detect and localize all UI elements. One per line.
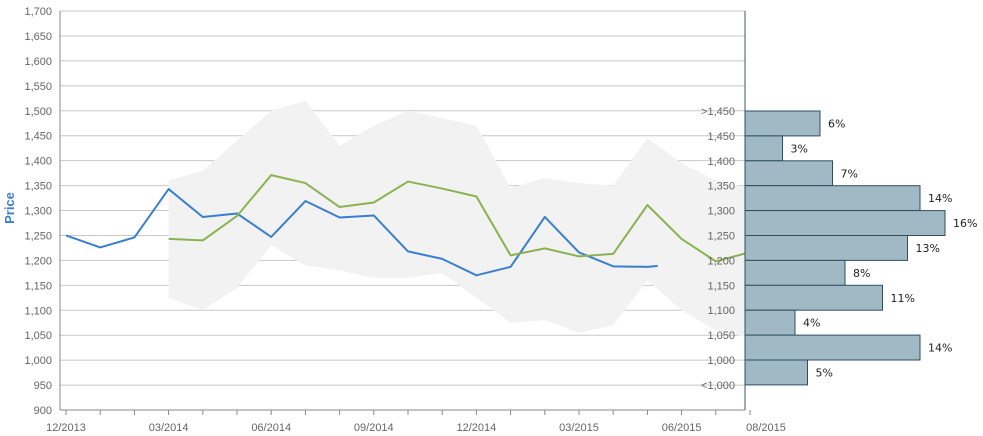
histogram-bar: [744, 110, 821, 137]
histogram-bar: [744, 359, 808, 386]
histogram-percent-label: 14%: [928, 342, 952, 355]
histogram-bar: [744, 284, 883, 311]
y-tick-label: 1,700: [24, 6, 52, 18]
y-tick-label: 1,100: [24, 305, 52, 317]
y-tick-label: 1,050: [24, 330, 52, 342]
histogram-bar: [744, 235, 908, 261]
histogram-bar: [744, 309, 796, 336]
series-line-1: [65, 188, 658, 277]
histogram-bin-label: 1,300: [707, 206, 735, 218]
y-tick-label: 1,150: [24, 280, 52, 292]
x-tick-label: 03/2015: [559, 422, 599, 434]
histogram-bar: [744, 210, 946, 237]
histogram-percent-label: 11%: [891, 292, 915, 305]
y-tick-label: 1,550: [24, 81, 52, 93]
distribution-histogram: >1,450 6% 1,450 3% 1,400 7% 1,350 14% 1,300 16% 1,…: [701, 106, 977, 392]
y-tick-label: 950: [34, 380, 52, 392]
x-tick-label: 09/2014: [354, 422, 394, 434]
histogram-percent-label: 7%: [841, 167, 858, 180]
histogram-percent-label: 14%: [928, 192, 952, 205]
band-area: [168, 100, 761, 341]
y-tick-label: 1,250: [24, 230, 52, 242]
y-axis-ticks: 900 950 1,000 1,050 1,100 1,150 1,200 1,250 1,30…: [24, 6, 52, 417]
y-tick-label: 1,300: [24, 206, 52, 218]
histogram-bin-label: >1,450: [701, 106, 735, 118]
histogram-percent-label: 5%: [816, 366, 833, 379]
histogram-percent-label: 8%: [853, 267, 870, 280]
y-tick-label: 1,200: [24, 255, 52, 267]
y-tick-label: 900: [34, 405, 52, 417]
y-tick-label: 1,000: [24, 355, 52, 367]
histogram-bin-label: 1,150: [707, 280, 735, 292]
y-tick-label: 1,600: [24, 56, 52, 68]
series-line-2: [168, 174, 761, 263]
histogram-bar: [744, 259, 846, 286]
x-tick-label: 12/2013: [46, 422, 86, 434]
histogram-bin-label: 1,400: [707, 156, 735, 168]
histogram-bin-label: 1,450: [707, 131, 735, 143]
histogram-percent-label: 16%: [953, 217, 977, 230]
histogram-bin-label: 1,050: [707, 330, 735, 342]
histogram-percent-label: 3%: [791, 142, 808, 155]
histogram-bar: [744, 334, 921, 361]
x-tick-label: 06/2014: [251, 422, 291, 434]
histogram-bin-label: 1,000: [707, 355, 735, 367]
y-tick-label: 1,350: [24, 181, 52, 193]
series-lines: [65, 174, 761, 277]
histogram-bin-label: <1,000: [701, 380, 735, 392]
histogram-bar: [744, 185, 921, 212]
histogram-bin-label: 1,200: [707, 255, 735, 267]
y-tick-label: 1,400: [24, 156, 52, 168]
histogram-bin-label: 1,350: [707, 181, 735, 193]
histogram-percent-label: 4%: [803, 317, 820, 330]
histogram-percent-label: 13%: [916, 242, 940, 255]
x-tick-label: 08/2015: [746, 422, 786, 434]
histogram-bin-label: 1,100: [707, 305, 735, 317]
y-axis-title: Price: [2, 192, 17, 224]
y-tick-label: 1,500: [24, 106, 52, 118]
x-tick-label: 03/2014: [149, 422, 189, 434]
x-axis-ticks: 12/2013 03/2014 06/2014 09/2014 12/2014 03/20…: [46, 410, 786, 434]
forecast-band: [168, 100, 761, 341]
histogram-bin-label: 1,250: [707, 231, 735, 243]
histogram-percent-label: 6%: [828, 117, 845, 130]
y-tick-label: 1,650: [24, 31, 52, 43]
histogram-bar: [744, 135, 783, 162]
x-tick-label: 06/2015: [662, 422, 702, 434]
x-tick-label: 12/2014: [457, 422, 497, 434]
y-tick-label: 1,450: [24, 131, 52, 143]
histogram-bar: [744, 160, 833, 187]
